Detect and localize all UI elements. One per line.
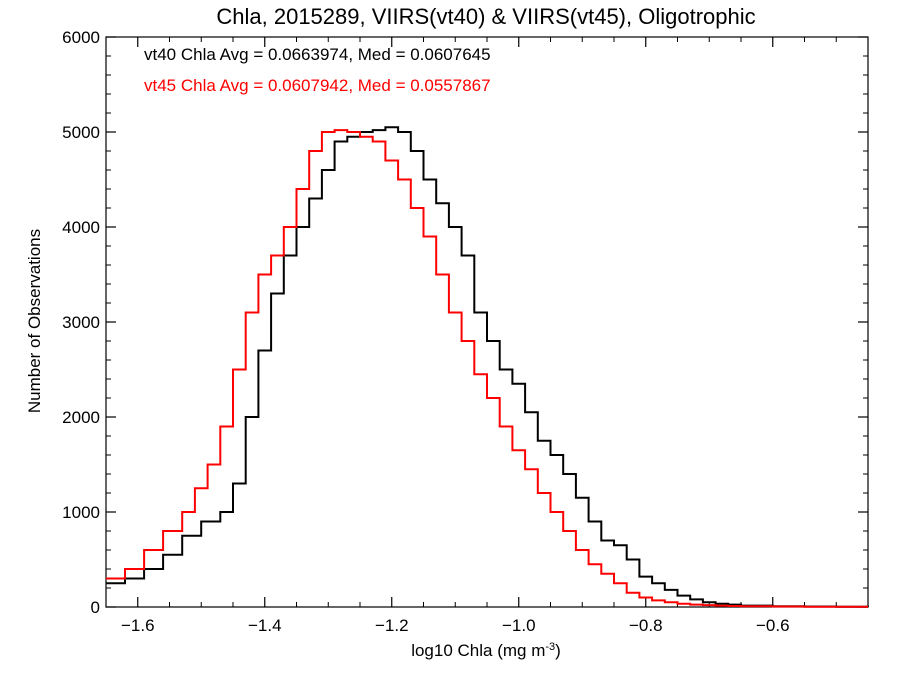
y-tick-label: 1000 xyxy=(62,503,100,522)
x-tick-label: −1.6 xyxy=(121,616,155,635)
series-layer xyxy=(106,126,869,608)
x-tick-label: −1.4 xyxy=(248,616,282,635)
y-tick-label: 2000 xyxy=(62,408,100,427)
y-tick-label: 3000 xyxy=(62,313,100,332)
y-axis-label: Number of Observations xyxy=(25,229,44,413)
y-tick-label: 6000 xyxy=(62,28,100,47)
series-line-0 xyxy=(106,126,869,608)
y-axis: 0 1000 2000 3000 4000 5000 6000 xyxy=(62,28,868,617)
y-tick-label: 4000 xyxy=(62,218,100,237)
series-line-1 xyxy=(106,129,868,608)
x-tick-label: −1.2 xyxy=(375,616,409,635)
y-tick-label: 5000 xyxy=(62,123,100,142)
chart-title: Chla, 2015289, VIIRS(vt40) & VIIRS(vt45)… xyxy=(216,4,755,29)
y-tick-label: 0 xyxy=(91,598,100,617)
x-axis-label: log10 Chla (mg m-3) xyxy=(411,641,561,660)
x-tick-label: −1.0 xyxy=(502,616,536,635)
x-tick-label: −0.8 xyxy=(629,616,663,635)
x-tick-label: −0.6 xyxy=(756,616,790,635)
x-axis: −1.6 −1.4 −1.2 −1.0 −0.8 −0.6 xyxy=(105,37,869,635)
legend-annotation-vt45: vt45 Chla Avg = 0.0607942, Med = 0.05578… xyxy=(144,76,491,95)
legend-annotation-vt40: vt40 Chla Avg = 0.0663974, Med = 0.06076… xyxy=(144,45,491,64)
